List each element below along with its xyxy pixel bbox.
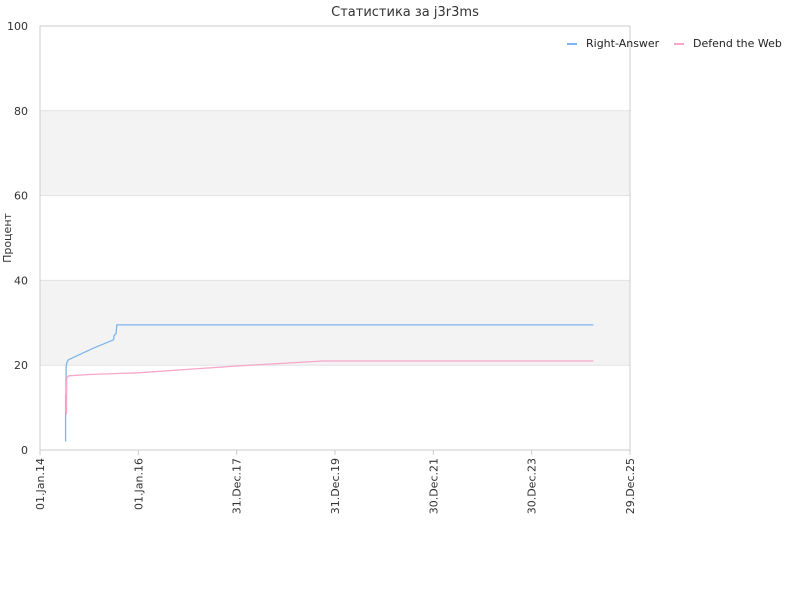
x-tick-label: 29.Dec.25 — [624, 458, 637, 514]
y-tick-label: 20 — [14, 359, 28, 372]
legend: Right-Answer Defend the Web — [567, 37, 782, 50]
x-axis-ticks: 01.Jan.14 01.Jan.16 31.Dec.17 31.Dec.19 30.D… — [34, 450, 637, 514]
x-tick-label: 31.Dec.19 — [329, 458, 342, 514]
chart-title: Статистика за j3r3ms — [331, 5, 479, 20]
x-tick-label: 30.Dec.23 — [526, 458, 539, 514]
y-axis-ticks: 0 20 40 60 80 100 — [7, 20, 28, 457]
y-axis-label: Процент — [1, 212, 14, 262]
legend-label: Defend the Web — [693, 37, 782, 50]
plot-band — [40, 280, 630, 366]
x-tick-label: 31.Dec.17 — [231, 458, 244, 514]
y-tick-label: 100 — [7, 20, 28, 33]
legend-item[interactable]: Right-Answer — [567, 37, 660, 50]
y-tick-label: 40 — [14, 274, 28, 287]
y-tick-label: 0 — [21, 444, 28, 457]
plot-band — [40, 110, 630, 196]
x-tick-label: 30.Dec.21 — [427, 458, 440, 514]
series-layer — [64, 324, 594, 442]
plot-bands — [40, 110, 630, 366]
plot-frame — [39, 25, 631, 451]
y-tick-label: 80 — [14, 105, 28, 118]
legend-item[interactable]: Defend the Web — [674, 37, 782, 50]
series-line-defend-the-web — [65, 360, 594, 415]
x-tick-label: 01.Jan.16 — [132, 458, 145, 510]
y-tick-label: 60 — [14, 190, 28, 203]
x-tick-label: 01.Jan.14 — [34, 458, 47, 510]
grid-lines — [40, 25, 630, 451]
legend-label: Right-Answer — [586, 37, 660, 50]
